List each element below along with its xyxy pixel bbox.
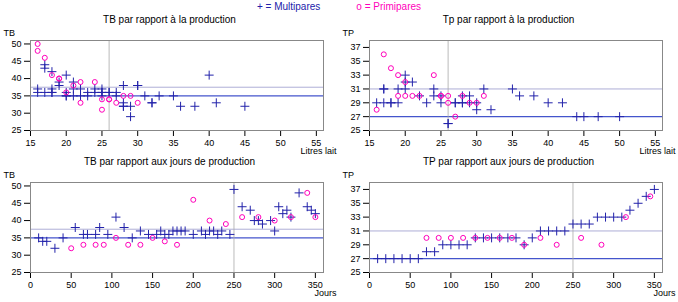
html-text:o = Primipares: o = Primipares	[356, 1, 422, 12]
html-text:+ = Multipares: + = Multipares	[256, 1, 321, 12]
html-text:TP par rapport aux jours de pr: TP par rapport aux jours de production	[423, 156, 594, 167]
svg-text:250: 250	[226, 280, 241, 290]
svg-text:200: 200	[186, 280, 201, 290]
svg-text:30: 30	[11, 250, 21, 260]
svg-text:29: 29	[350, 98, 360, 108]
svg-text:Jours: Jours	[653, 288, 676, 298]
svg-text:45: 45	[240, 138, 250, 148]
svg-text:37: 37	[350, 42, 360, 52]
svg-text:40: 40	[204, 138, 214, 148]
svg-text:50: 50	[11, 181, 21, 191]
svg-text:TP: TP	[343, 28, 355, 38]
html-text:TB par rapport aux jours de pr: TB par rapport aux jours de production	[83, 156, 256, 167]
svg-text:35: 35	[11, 91, 21, 101]
svg-text:27: 27	[350, 254, 360, 264]
svg-text:40: 40	[11, 215, 21, 225]
svg-text:55: 55	[311, 137, 322, 148]
svg-text:35: 35	[507, 138, 517, 148]
svg-text:27: 27	[350, 112, 360, 122]
svg-text:55: 55	[650, 137, 661, 148]
svg-text:Litres lait: Litres lait	[639, 146, 676, 156]
svg-text:50: 50	[276, 138, 286, 148]
svg-text:35: 35	[168, 138, 178, 148]
svg-text:45: 45	[11, 56, 21, 66]
svg-text:30: 30	[472, 138, 482, 148]
svg-text:0: 0	[367, 280, 372, 290]
svg-text:150: 150	[484, 280, 499, 290]
svg-text:25: 25	[436, 138, 446, 148]
svg-text:31: 31	[350, 84, 360, 94]
svg-text:50: 50	[11, 39, 21, 49]
svg-text:25: 25	[350, 125, 360, 135]
svg-text:300: 300	[606, 280, 621, 290]
svg-text:TP: TP	[343, 170, 355, 180]
svg-text:50: 50	[66, 280, 76, 290]
svg-text:TB: TB	[4, 170, 16, 180]
svg-text:TB: TB	[4, 28, 16, 38]
svg-text:Jours: Jours	[314, 288, 337, 298]
svg-text:45: 45	[11, 198, 21, 208]
svg-text:45: 45	[579, 138, 589, 148]
svg-text:200: 200	[525, 280, 540, 290]
svg-text:37: 37	[350, 184, 360, 194]
svg-text:15: 15	[364, 138, 374, 148]
svg-text:0: 0	[28, 280, 33, 290]
svg-text:50: 50	[405, 280, 415, 290]
svg-text:20: 20	[61, 138, 71, 148]
svg-text:350: 350	[646, 279, 662, 290]
svg-text:31: 31	[350, 226, 360, 236]
svg-text:Litres lait: Litres lait	[300, 146, 337, 156]
svg-text:100: 100	[443, 280, 458, 290]
svg-text:20: 20	[400, 138, 410, 148]
svg-text:33: 33	[350, 70, 360, 80]
svg-text:150: 150	[145, 280, 160, 290]
svg-text:29: 29	[350, 240, 360, 250]
svg-text:350: 350	[307, 279, 323, 290]
svg-text:50: 50	[615, 138, 625, 148]
svg-text:25: 25	[11, 267, 21, 277]
svg-text:35: 35	[350, 198, 360, 208]
svg-text:40: 40	[11, 73, 21, 83]
svg-text:30: 30	[133, 138, 143, 148]
html-text:Tp par rapport à la production: Tp par rapport à la production	[442, 14, 575, 25]
svg-text:100: 100	[104, 280, 119, 290]
svg-text:35: 35	[11, 233, 21, 243]
svg-text:33: 33	[350, 212, 360, 222]
svg-text:250: 250	[565, 280, 580, 290]
svg-text:300: 300	[267, 280, 282, 290]
svg-text:25: 25	[11, 125, 21, 135]
svg-text:30: 30	[11, 108, 21, 118]
svg-text:40: 40	[543, 138, 553, 148]
html-text:TB par rapport à la production: TB par rapport à la production	[103, 14, 236, 25]
svg-text:25: 25	[97, 138, 107, 148]
svg-text:25: 25	[350, 267, 360, 277]
svg-text:35: 35	[350, 56, 360, 66]
svg-text:15: 15	[25, 138, 35, 148]
